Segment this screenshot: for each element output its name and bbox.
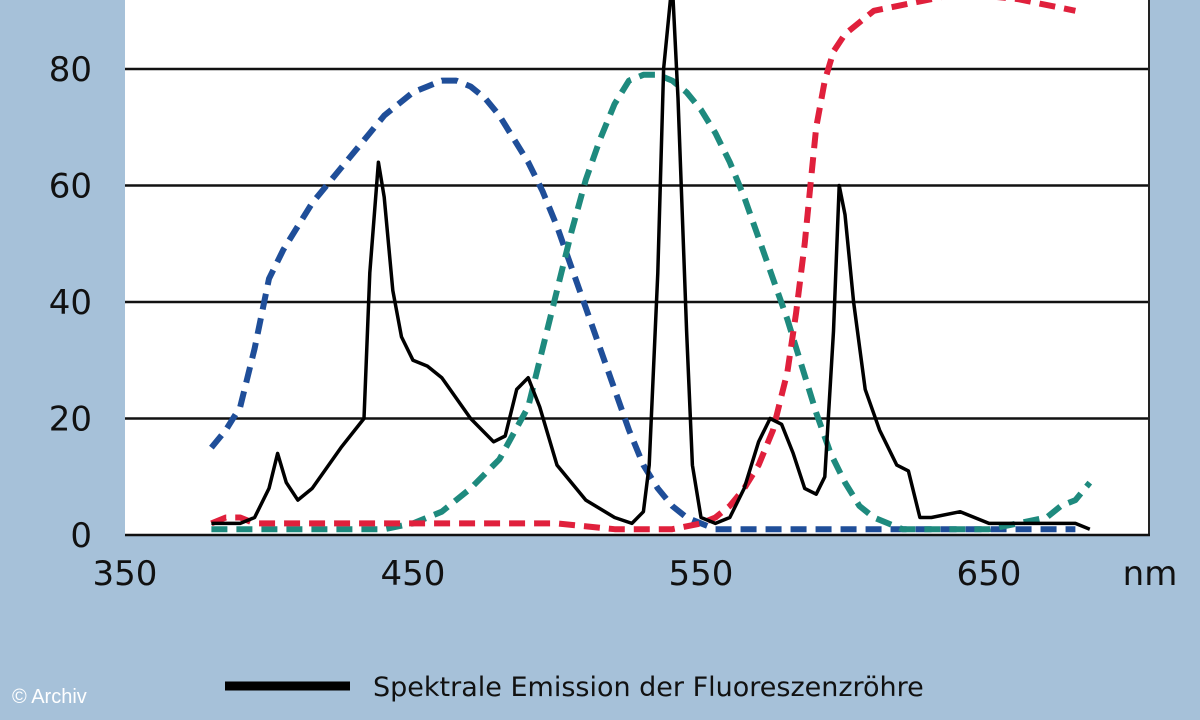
legend-label-0: Spektrale Emission der Fluoreszenzröhre xyxy=(373,672,924,703)
series-line-3 xyxy=(210,0,1076,533)
x-tick-labels: 350 450 550 650 xyxy=(93,554,1022,594)
y-tick-label-20: 20 xyxy=(49,400,92,440)
x-tick-label-650: 650 xyxy=(957,554,1022,594)
x-tick-label-350: 350 xyxy=(93,554,158,594)
series-layer xyxy=(209,0,1093,533)
x-tick-label-550: 550 xyxy=(669,554,734,594)
series-line-2 xyxy=(211,71,1093,533)
series-line-0 xyxy=(211,0,1091,531)
x-unit-label: nm xyxy=(1123,554,1178,594)
legend: Spektrale Emission der Fluoreszenzröhre xyxy=(225,672,924,703)
gridlines xyxy=(125,67,1150,420)
x-tick-label-450: 450 xyxy=(381,554,446,594)
y-tick-label-80: 80 xyxy=(49,50,92,90)
y-tick-label-40: 40 xyxy=(49,283,92,323)
y-tick-labels: 0 20 40 60 80 xyxy=(49,50,92,556)
y-tick-label-0: 0 xyxy=(70,516,92,556)
y-tick-label-60: 60 xyxy=(49,167,92,207)
copyright-credit: © Archiv xyxy=(12,686,87,708)
